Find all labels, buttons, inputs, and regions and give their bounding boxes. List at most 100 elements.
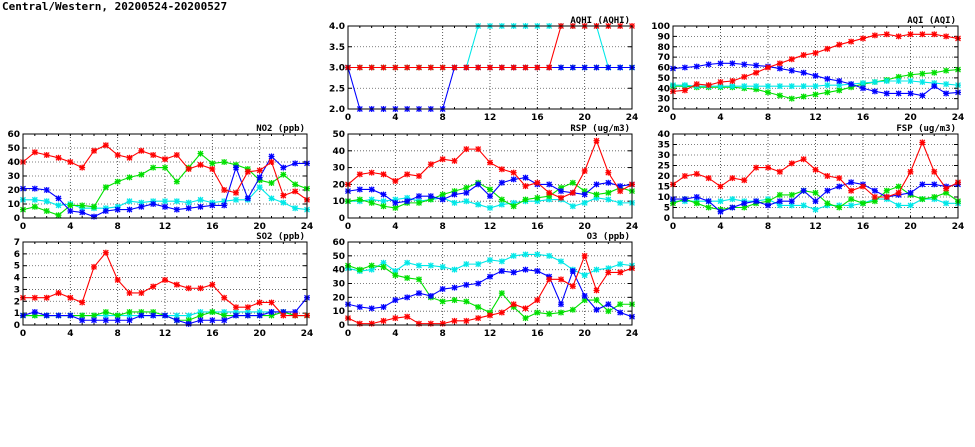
data-point [800, 156, 807, 163]
data-point [593, 137, 600, 144]
data-point [91, 312, 97, 319]
data-point [776, 60, 783, 67]
data-point [617, 269, 624, 276]
data-point [138, 203, 145, 210]
chart-title: SO2 (ppb) [256, 232, 305, 242]
x-tick-label: 4 [392, 329, 398, 339]
data-point [522, 196, 529, 203]
data-point [380, 191, 387, 198]
data-point [800, 52, 807, 59]
data-point [681, 87, 688, 94]
data-point [776, 83, 783, 90]
data-point [162, 312, 168, 319]
data-point [91, 317, 97, 324]
data-point [114, 312, 121, 319]
data-point [717, 183, 724, 190]
x-tick-label: 20 [904, 113, 917, 123]
data-point [824, 200, 831, 207]
y-tick-label: 40 [332, 147, 345, 157]
data-point [931, 168, 938, 175]
plot-border [672, 25, 959, 110]
data-point [31, 203, 38, 210]
data-point [185, 317, 192, 324]
y-tick-label: 30 [332, 164, 345, 174]
data-point [91, 203, 97, 210]
data-point [498, 268, 505, 275]
y-tick-label: 10 [332, 307, 345, 317]
data-point [943, 185, 950, 192]
data-point [510, 176, 517, 183]
data-point [55, 202, 62, 209]
data-point [546, 196, 553, 203]
data-point [368, 64, 375, 71]
data-point [593, 191, 600, 198]
data-point [522, 251, 529, 258]
data-point [356, 196, 363, 203]
data-point [741, 61, 748, 68]
data-point [102, 249, 109, 256]
data-point [392, 196, 399, 203]
data-point [79, 202, 86, 209]
data-point [392, 204, 399, 211]
data-point [475, 304, 482, 311]
x-tick-label: 0 [670, 113, 676, 123]
x-tick-label: 16 [531, 222, 544, 232]
data-point [681, 64, 688, 71]
x-tick-label: 4 [392, 222, 398, 232]
data-point [871, 198, 878, 205]
data-point [463, 189, 470, 196]
data-point [883, 31, 890, 38]
data-point [776, 168, 783, 175]
data-point [209, 281, 216, 288]
data-point [800, 93, 807, 100]
data-point [812, 198, 819, 205]
data-point [943, 200, 950, 207]
data-point [705, 204, 712, 211]
data-point [765, 198, 771, 205]
data-point [741, 83, 748, 90]
data-point [788, 160, 795, 167]
data-point [617, 64, 624, 71]
x-tick-label: 24 [952, 113, 965, 123]
data-point [753, 86, 760, 93]
data-point [43, 198, 50, 205]
series-blue [345, 174, 635, 206]
data-point [292, 188, 299, 195]
data-point [256, 299, 263, 306]
data-point [824, 173, 831, 179]
data-point [102, 184, 109, 191]
x-tick-label: 4 [392, 113, 398, 123]
data-point [593, 306, 600, 313]
data-point [836, 204, 843, 211]
y-tick-label: 10 [7, 200, 20, 210]
data-point [605, 269, 612, 276]
data-point [126, 308, 133, 315]
page-title: Central/Western, 20200524-20200527 [2, 0, 228, 13]
data-point [705, 175, 712, 182]
data-point [439, 191, 446, 198]
data-point [463, 146, 470, 153]
data-point [150, 312, 157, 319]
data-point [392, 199, 399, 206]
data-point [788, 95, 795, 102]
data-point [693, 81, 700, 88]
data-point [463, 184, 470, 191]
chart-o3: 0 10 20 30 40 50 60 0 4 8 12 16 20 24 O3 (ppb) [332, 232, 638, 339]
series-green [345, 262, 635, 322]
data-point [681, 196, 688, 203]
data-point [593, 266, 600, 273]
data-point [439, 263, 446, 270]
data-point [883, 194, 890, 200]
data-point [126, 206, 133, 213]
data-point [173, 178, 180, 185]
data-point [185, 199, 192, 206]
data-point [126, 154, 133, 161]
series-red [20, 249, 310, 319]
y-tick-label: 15 [657, 183, 670, 193]
y-tick-label: 30 [657, 151, 670, 161]
data-point [416, 64, 422, 71]
x-tick-label: 4 [717, 222, 723, 232]
data-point [463, 317, 470, 324]
data-point [55, 212, 62, 219]
data-point [558, 309, 564, 316]
